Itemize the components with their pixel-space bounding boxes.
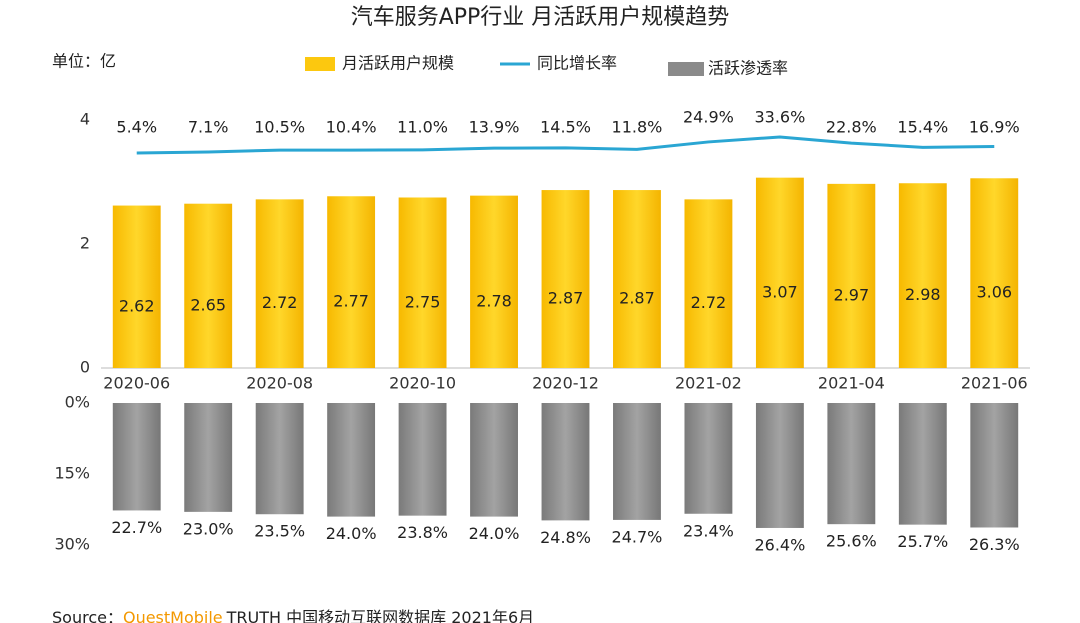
data-label: 26.4% [754, 535, 805, 554]
data-label: 5.4% [116, 118, 157, 137]
legend: 月活跃用户规模 同比增长率 活跃渗透率 [305, 54, 788, 78]
bar [684, 403, 733, 514]
data-label: 24.0% [469, 524, 520, 543]
bar [255, 403, 304, 515]
x-tick-label: 2020-06 [103, 374, 170, 393]
y-tick-label: 4 [80, 110, 90, 129]
data-label: 2.87 [619, 289, 655, 308]
data-label: 2.65 [190, 295, 226, 314]
bar [613, 403, 661, 520]
data-label: 23.8% [397, 523, 448, 542]
data-label: 10.5% [254, 118, 305, 137]
source-brand: QuestMobile [123, 608, 223, 623]
bar [327, 403, 376, 517]
y-tick-label: 15% [54, 464, 90, 483]
legend-swatch [668, 62, 704, 76]
data-label: 26.3% [969, 535, 1020, 554]
bar [827, 183, 876, 368]
data-label: 2.72 [262, 293, 298, 312]
y-tick-label: 30% [54, 535, 90, 554]
y-tick-label: 0% [65, 393, 90, 412]
x-tick-label: 2020-12 [532, 374, 599, 393]
data-label: 24.8% [540, 528, 591, 547]
data-label: 2.98 [905, 285, 941, 304]
data-label: 2.77 [333, 292, 369, 311]
data-label: 2.72 [691, 293, 727, 312]
data-label: 24.7% [612, 527, 663, 546]
unit-label: 单位：亿 [52, 52, 116, 71]
data-label: 24.0% [326, 524, 377, 543]
data-label: 16.9% [969, 118, 1020, 137]
bar [755, 403, 804, 528]
data-label: 22.7% [111, 518, 162, 537]
data-label: 11.0% [397, 118, 448, 137]
y-tick-label: 2 [80, 234, 90, 253]
bar [970, 178, 1019, 368]
x-tick-label: 2021-06 [961, 374, 1028, 393]
data-label: 33.6% [754, 108, 805, 127]
bar [970, 403, 1019, 528]
bar [827, 403, 876, 525]
data-label: 2.62 [119, 296, 155, 315]
data-label: 14.5% [540, 118, 591, 137]
source-text: TRUTH 中国移动互联网数据库 2021年6月 [226, 608, 534, 623]
legend-swatch [305, 57, 335, 71]
source: Source：QuestMobile TRUTH 中国移动互联网数据库 2021年… [52, 608, 534, 623]
data-label: 2.97 [834, 285, 870, 304]
data-label: 24.9% [683, 108, 734, 127]
bar [898, 403, 947, 525]
x-tick-label: 2020-10 [389, 374, 456, 393]
bar [398, 403, 447, 516]
bar [613, 190, 661, 368]
y-tick-label: 0 [80, 358, 90, 377]
bar [112, 403, 161, 511]
bar [755, 177, 804, 368]
data-label: 2.87 [548, 289, 584, 308]
data-label: 3.06 [976, 283, 1012, 302]
bar [470, 195, 518, 368]
data-label: 25.7% [897, 532, 948, 551]
chart-title: 汽车服务APP行业 月活跃用户规模趋势 [351, 5, 730, 30]
bar [255, 199, 304, 368]
data-label: 23.5% [254, 522, 305, 541]
bar [112, 205, 161, 368]
data-label: 15.4% [897, 118, 948, 137]
data-label: 10.4% [326, 118, 377, 137]
bar [541, 403, 590, 521]
bar [327, 196, 376, 368]
data-label: 22.8% [826, 118, 877, 137]
x-tick-label: 2021-04 [818, 374, 885, 393]
data-label: 13.9% [469, 118, 520, 137]
data-label: 2.78 [476, 291, 512, 310]
bar [184, 403, 233, 512]
legend-label: 活跃渗透率 [708, 59, 788, 78]
bar [684, 199, 733, 368]
data-label: 7.1% [188, 118, 229, 137]
bar [541, 190, 590, 368]
line [136, 135, 995, 155]
data-label: 3.07 [762, 282, 798, 301]
x-tick-label: 2021-02 [675, 374, 742, 393]
source-prefix: Source： [52, 608, 123, 623]
data-label: 23.4% [683, 521, 734, 540]
data-label: 2.75 [405, 292, 441, 311]
data-label: 23.0% [183, 519, 234, 538]
x-tick-label: 2020-08 [246, 374, 313, 393]
bar [184, 203, 233, 368]
data-label: 11.8% [612, 118, 663, 137]
bar [398, 197, 447, 368]
legend-label: 月活跃用户规模 [342, 54, 454, 73]
bar [470, 403, 518, 517]
data-label: 25.6% [826, 532, 877, 551]
legend-label: 同比增长率 [537, 54, 617, 73]
bar [898, 183, 947, 368]
